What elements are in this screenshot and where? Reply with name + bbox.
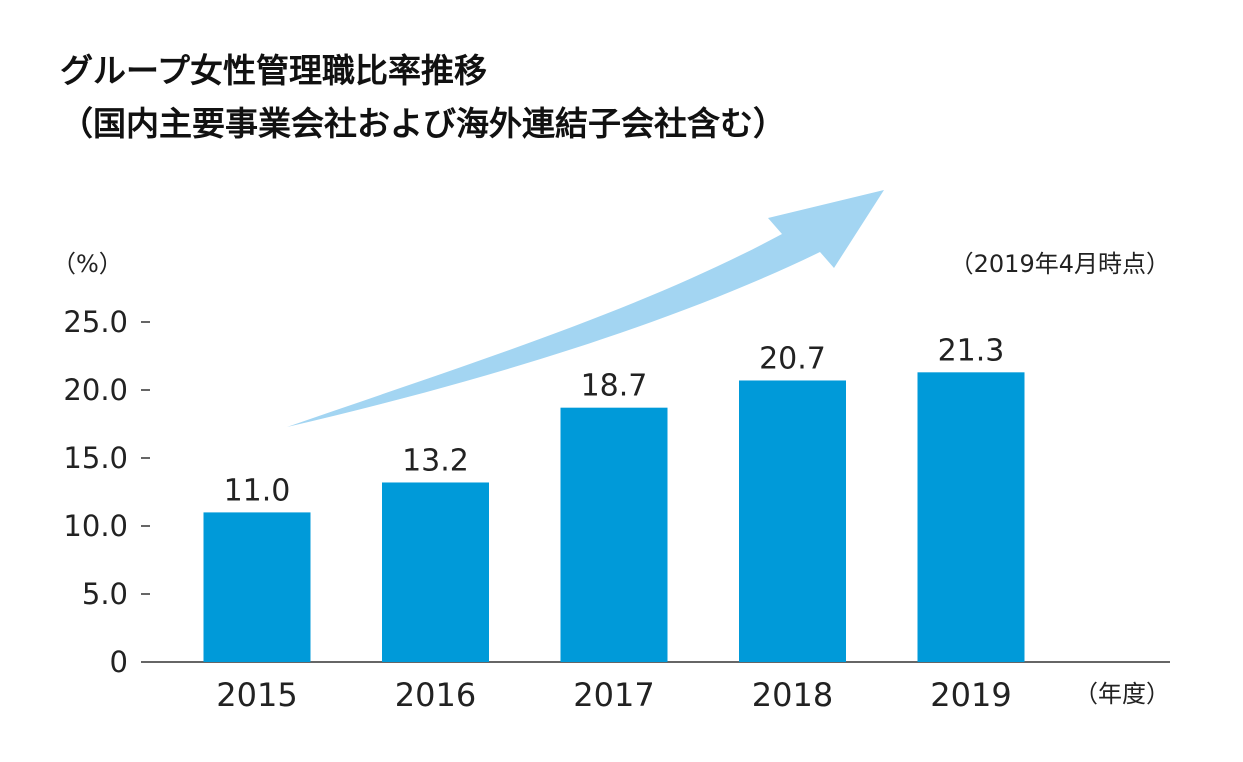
bars <box>203 372 1025 662</box>
y-tick-label: 25.0 <box>63 305 128 339</box>
chart-title-line-1: グループ女性管理職比率推移 <box>60 51 487 90</box>
y-tick-label: 5.0 <box>82 577 128 611</box>
y-axis: 0 5.0 10.0 15.0 20.0 25.0 <box>63 305 150 679</box>
date-note-label: （2019年4月時点） <box>950 250 1170 278</box>
y-tick-label: 15.0 <box>63 441 128 475</box>
bar-value-label: 11.0 <box>224 473 291 508</box>
bar-value-label: 13.2 <box>402 443 469 478</box>
bar-value-label: 20.7 <box>759 341 826 376</box>
bar <box>739 380 846 662</box>
bar <box>917 372 1025 662</box>
y-tick-label: 20.0 <box>63 373 128 407</box>
x-tick-label: 2017 <box>573 676 654 714</box>
bar <box>382 482 489 662</box>
value-labels: 11.0 13.2 18.7 20.7 21.3 <box>224 333 1005 508</box>
x-tick-label: 2015 <box>216 676 297 714</box>
bar <box>203 512 311 662</box>
bar-value-label: 21.3 <box>938 333 1005 368</box>
x-tick-label: 2019 <box>930 676 1011 714</box>
chart-title-line-2: （国内主要事業会社および海外連結子会社含む） <box>60 104 786 143</box>
x-tick-label: 2016 <box>395 676 476 714</box>
x-tick-label: 2018 <box>752 676 833 714</box>
bar-value-label: 18.7 <box>581 369 648 404</box>
y-tick-label: 0 <box>110 645 128 679</box>
x-axis-unit-label: （年度） <box>1074 680 1170 708</box>
y-axis-unit-label: （%） <box>52 250 123 278</box>
trend-arrow-icon <box>287 190 884 427</box>
x-axis: 2015 2016 2017 2018 2019 <box>216 676 1011 714</box>
bar <box>560 407 668 662</box>
y-tick-label: 10.0 <box>63 509 128 543</box>
